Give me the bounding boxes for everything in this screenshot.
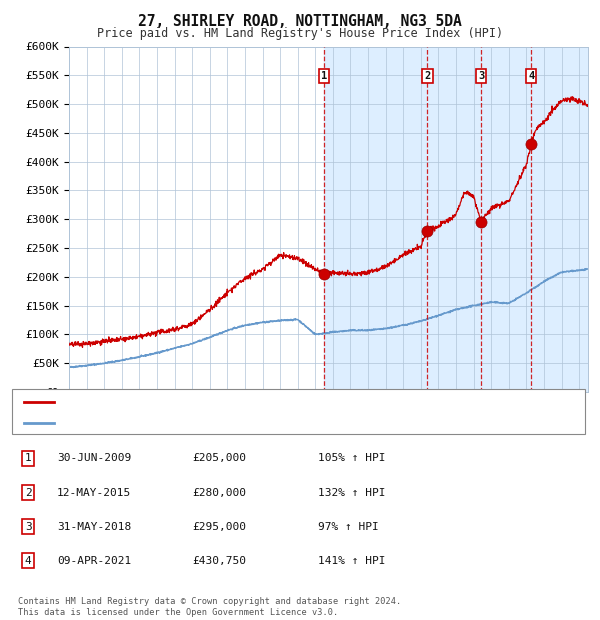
Text: 1: 1 — [321, 71, 327, 81]
Text: HPI: Average price, semi-detached house, City of Nottingham: HPI: Average price, semi-detached house,… — [60, 418, 429, 428]
Text: 132% ↑ HPI: 132% ↑ HPI — [318, 487, 386, 498]
Text: 09-APR-2021: 09-APR-2021 — [57, 556, 131, 566]
Text: 141% ↑ HPI: 141% ↑ HPI — [318, 556, 386, 566]
Text: 12-MAY-2015: 12-MAY-2015 — [57, 487, 131, 498]
Text: 27, SHIRLEY ROAD, NOTTINGHAM, NG3 5DA (semi-detached house): 27, SHIRLEY ROAD, NOTTINGHAM, NG3 5DA (s… — [60, 397, 429, 407]
Text: 31-MAY-2018: 31-MAY-2018 — [57, 521, 131, 532]
Text: £205,000: £205,000 — [192, 453, 246, 464]
Text: 3: 3 — [25, 521, 32, 532]
Text: £280,000: £280,000 — [192, 487, 246, 498]
Text: £430,750: £430,750 — [192, 556, 246, 566]
Text: 2: 2 — [424, 71, 430, 81]
Text: 30-JUN-2009: 30-JUN-2009 — [57, 453, 131, 464]
Text: 4: 4 — [528, 71, 534, 81]
Text: 3: 3 — [478, 71, 484, 81]
Text: 1: 1 — [25, 453, 32, 464]
Text: 4: 4 — [25, 556, 32, 566]
Bar — [324, 46, 600, 392]
Text: 2: 2 — [25, 487, 32, 498]
Text: Price paid vs. HM Land Registry's House Price Index (HPI): Price paid vs. HM Land Registry's House … — [97, 27, 503, 40]
Text: 97% ↑ HPI: 97% ↑ HPI — [318, 521, 379, 532]
Text: Contains HM Land Registry data © Crown copyright and database right 2024.
This d: Contains HM Land Registry data © Crown c… — [18, 598, 401, 617]
Text: 105% ↑ HPI: 105% ↑ HPI — [318, 453, 386, 464]
Text: 27, SHIRLEY ROAD, NOTTINGHAM, NG3 5DA: 27, SHIRLEY ROAD, NOTTINGHAM, NG3 5DA — [138, 14, 462, 29]
Text: £295,000: £295,000 — [192, 521, 246, 532]
